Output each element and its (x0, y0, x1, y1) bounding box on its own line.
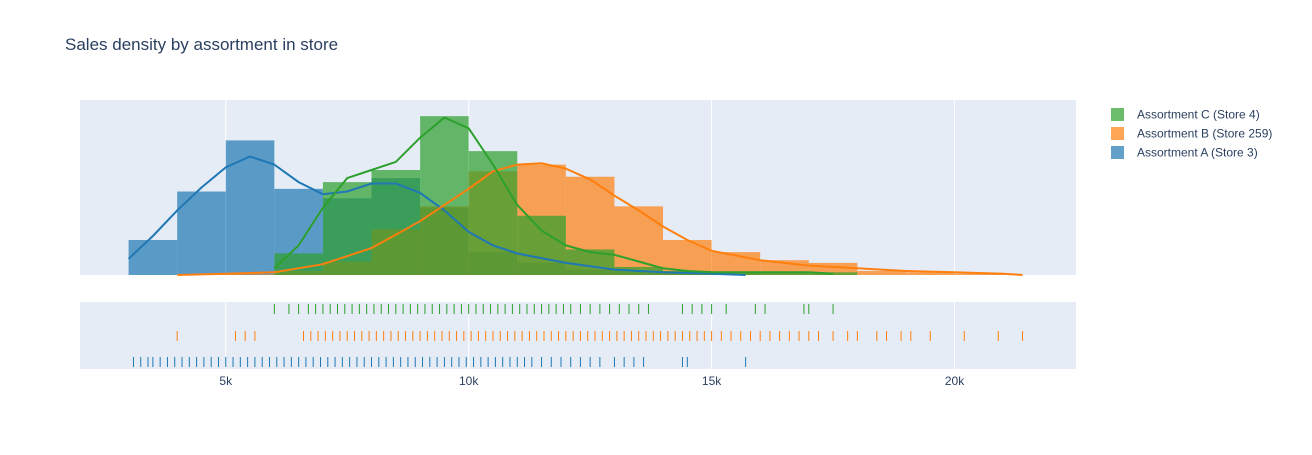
rug-marks (132, 304, 1024, 367)
density-curve-assortment-a-store-3 (127, 155, 746, 276)
legend-label: Assortment C (Store 4) (1137, 108, 1260, 122)
x-axis: 5k 10k 15k 20k (219, 374, 965, 388)
chart-title: Sales density by assortment in store (65, 35, 338, 54)
density-curve-assortment-c-store-4 (273, 116, 834, 275)
histogram-bar-assortment-c-store-4 (468, 151, 518, 275)
histogram-bars (128, 116, 1004, 276)
histogram-bar-assortment-c-store-4 (371, 170, 421, 275)
legend[interactable]: Assortment C (Store 4) Assortment B (Stor… (1111, 108, 1272, 160)
x-tick-label: 10k (459, 374, 479, 388)
histogram-bar-assortment-a-store-3 (177, 191, 226, 275)
legend-swatch (1111, 127, 1124, 140)
histogram-bar-assortment-a-store-3 (128, 240, 178, 275)
legend-swatch (1111, 108, 1124, 121)
histogram-bar-assortment-a-store-3 (225, 140, 275, 275)
histogram-bar-assortment-c-store-4 (760, 272, 809, 275)
legend-swatch (1111, 146, 1124, 159)
density-curves (127, 116, 1023, 276)
legend-label: Assortment B (Store 259) (1137, 127, 1272, 141)
histogram-bar-assortment-b-store-259 (857, 270, 906, 275)
x-tick-label: 15k (702, 374, 722, 388)
histogram-bar-assortment-b-store-259 (225, 274, 275, 275)
histogram-bar-assortment-b-store-259 (954, 273, 1004, 275)
histogram-bar-assortment-b-store-259 (905, 272, 955, 275)
rug-plot-area (80, 302, 1076, 369)
legend-label: Assortment A (Store 3) (1137, 146, 1258, 160)
histogram-bar-assortment-c-store-4 (420, 116, 469, 276)
x-tick-label: 5k (219, 374, 233, 388)
histogram-bar-assortment-c-store-4 (517, 215, 566, 275)
x-tick-label: 20k (945, 374, 965, 388)
histogram-bar-assortment-b-store-259 (614, 206, 664, 275)
density-curve-assortment-b-store-259 (177, 162, 1023, 276)
